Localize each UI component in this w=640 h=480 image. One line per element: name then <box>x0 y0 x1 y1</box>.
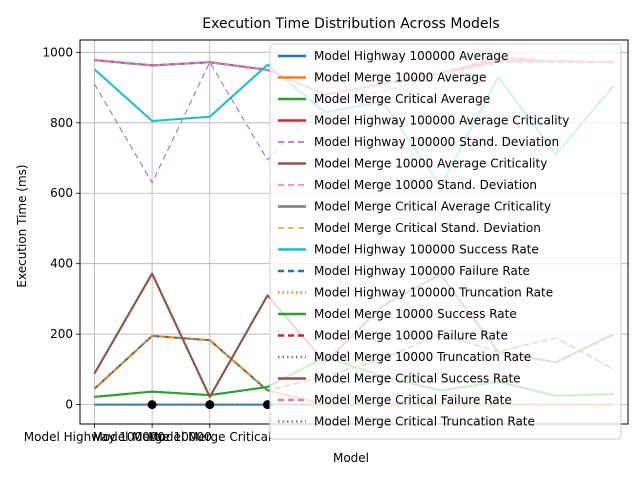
legend-label: Model Highway 100000 Average <box>314 49 508 63</box>
y-axis-ticks: 0 200 400 600 800 1000 <box>42 45 80 412</box>
y-tick-label: 400 <box>50 257 73 271</box>
legend-label: Model Merge 10000 Average <box>314 71 486 85</box>
legend-label: Model Merge 10000 Stand. Deviation <box>314 178 537 192</box>
legend-label: Model Merge 10000 Success Rate <box>314 307 517 321</box>
legend-label: Model Merge 10000 Average Criticality <box>314 157 547 171</box>
x-tick-label: Model Merge 10000 <box>92 430 211 444</box>
y-tick-label: 800 <box>50 116 73 130</box>
legend-box <box>269 43 622 440</box>
y-tick-label: 1000 <box>42 45 73 59</box>
y-tick-label: 0 <box>65 398 73 412</box>
legend-label: Model Highway 100000 Stand. Deviation <box>314 135 559 149</box>
y-tick-label: 200 <box>50 327 73 341</box>
legend-label: Model Merge 10000 Truncation Rate <box>314 350 531 364</box>
legend-label: Model Merge Critical Stand. Deviation <box>314 221 541 235</box>
plot-markers <box>147 400 272 410</box>
legend-label: Model Merge 10000 Failure Rate <box>314 329 508 343</box>
legend-label: Model Highway 100000 Truncation Rate <box>314 286 553 300</box>
legend-label: Model Highway 100000 Failure Rate <box>314 264 530 278</box>
legend-label: Model Highway 100000 Average Criticality <box>314 114 569 128</box>
legend-label: Model Merge Critical Truncation Rate <box>314 415 535 429</box>
data-point-marker <box>205 400 215 410</box>
legend-label: Model Merge Critical Average <box>314 92 490 106</box>
legend-label: Model Merge Critical Failure Rate <box>314 393 512 407</box>
legend-label: Model Merge Critical Success Rate <box>314 372 521 386</box>
chart-title: Execution Time Distribution Across Model… <box>202 16 499 32</box>
y-tick-label: 600 <box>50 186 73 200</box>
x-tick-label: Model Highway 100000 <box>24 430 165 444</box>
x-tick-label: Model Merge Critical <box>148 430 271 444</box>
data-point-marker <box>147 400 157 410</box>
legend-label: Model Highway 100000 Success Rate <box>314 243 539 257</box>
x-axis-label: Model <box>333 451 369 465</box>
legend-label: Model Merge Critical Average Criticality <box>314 200 551 214</box>
legend: Model Highway 100000 Average Model Merge … <box>269 43 622 440</box>
y-axis-label: Execution Time (ms) <box>15 164 29 287</box>
